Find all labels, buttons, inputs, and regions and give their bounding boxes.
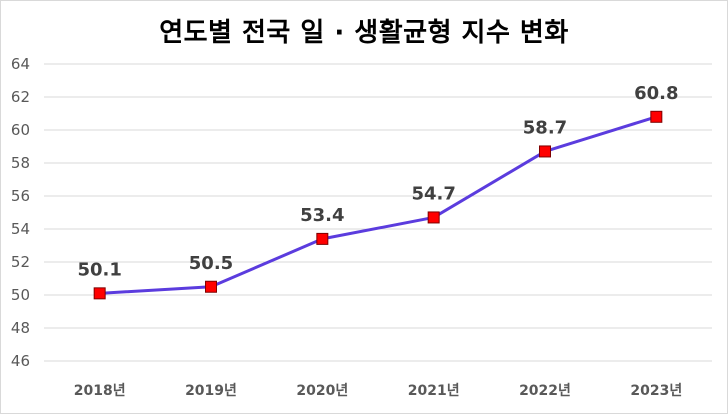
data-point-marker bbox=[427, 211, 440, 224]
y-tick-label: 58 bbox=[11, 154, 30, 172]
y-tick-label: 60 bbox=[11, 121, 30, 139]
data-label: 50.1 bbox=[77, 259, 121, 280]
x-tick-label: 2023년 bbox=[630, 383, 682, 399]
data-point-marker bbox=[650, 110, 663, 123]
x-tick-label: 2020년 bbox=[296, 383, 348, 399]
y-tick-label: 50 bbox=[11, 286, 30, 304]
y-tick-label: 62 bbox=[11, 88, 30, 106]
y-tick-label: 48 bbox=[11, 319, 30, 337]
data-point-marker bbox=[316, 232, 329, 245]
data-point-marker bbox=[93, 287, 106, 300]
y-tick-label: 54 bbox=[11, 220, 30, 238]
y-tick-label: 52 bbox=[11, 253, 30, 271]
x-tick-label: 2021년 bbox=[408, 383, 460, 399]
y-tick-label: 46 bbox=[11, 352, 30, 370]
data-point-marker bbox=[539, 145, 551, 158]
data-label: 60.8 bbox=[634, 83, 678, 104]
y-tick-label: 56 bbox=[11, 187, 30, 205]
chart-title: 연도별 전국 일 · 생활균형 지수 변화 bbox=[159, 18, 569, 48]
data-point-marker bbox=[205, 280, 217, 293]
x-tick-label: 2018년 bbox=[74, 383, 126, 399]
data-label: 58.7 bbox=[523, 117, 567, 138]
data-label: 53.4 bbox=[300, 205, 344, 226]
data-label: 50.5 bbox=[189, 253, 233, 274]
x-tick-label: 2019년 bbox=[185, 383, 237, 399]
x-tick-label: 2022년 bbox=[519, 383, 571, 399]
y-tick-label: 64 bbox=[11, 55, 30, 73]
data-label: 54.7 bbox=[411, 183, 455, 204]
series-line bbox=[99, 115, 657, 295]
